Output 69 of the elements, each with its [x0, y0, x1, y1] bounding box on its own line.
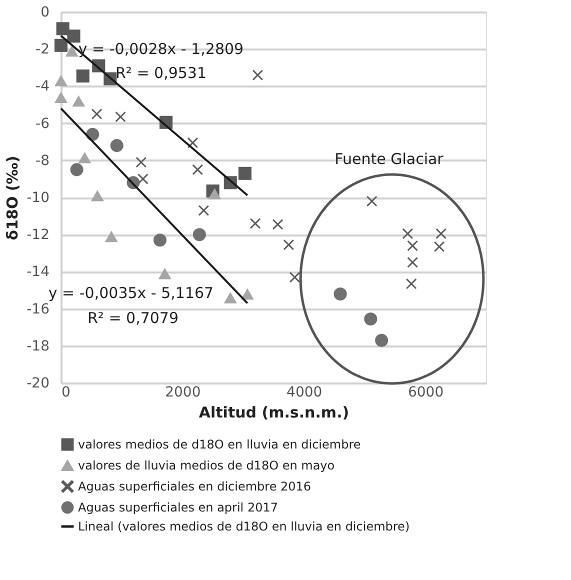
point	[158, 268, 172, 280]
annotation: y = -0,0035x - 5,1167	[48, 284, 214, 302]
point	[56, 22, 70, 36]
point	[436, 228, 446, 239]
point	[138, 174, 148, 184]
point	[70, 163, 84, 176]
point	[198, 205, 209, 216]
y-tick-label: -6	[36, 116, 50, 132]
point	[364, 312, 378, 326]
point	[290, 272, 300, 283]
point	[188, 138, 198, 148]
legend-label: valores medios de d18O en lluvia en diciembre	[78, 438, 361, 452]
y-tick-label: 0	[40, 4, 50, 20]
y-tick-label: -20	[26, 376, 50, 392]
x-tick-label: 6000	[408, 384, 444, 400]
point	[192, 228, 206, 242]
annotation: Fuente Glaciar	[334, 150, 444, 168]
point	[54, 92, 68, 103]
point	[104, 230, 118, 242]
point	[250, 218, 261, 229]
point	[272, 219, 283, 230]
point	[92, 108, 102, 120]
point	[208, 188, 222, 200]
point	[72, 95, 86, 107]
annotation: R² = 0,7079	[87, 309, 179, 327]
point	[65, 45, 78, 57]
point	[224, 292, 237, 304]
point	[434, 241, 444, 252]
legend-label: valores de lluvia medios de d18O en mayo	[78, 458, 335, 472]
y-tick-label: -14	[26, 264, 50, 280]
y-tick-label: -18	[26, 338, 50, 354]
annotation: R² = 0,9531	[115, 64, 207, 82]
y-tick-label: -2	[36, 42, 50, 58]
y-tick-label: -16	[26, 301, 50, 318]
point	[240, 288, 254, 300]
legend-label: Lineal (valores medios de d18O en lluvia en diciembre)	[78, 520, 410, 534]
point	[402, 228, 413, 239]
point	[252, 70, 263, 80]
x-tick-label: 0	[62, 384, 70, 400]
point	[110, 139, 124, 152]
x-tick-label: 4000	[286, 384, 322, 400]
y-tick-label: -12	[26, 227, 50, 244]
y-axis-title: δ18O (‰)	[4, 156, 22, 240]
point	[407, 257, 418, 268]
y-tick-label: -10	[26, 190, 50, 206]
point	[283, 240, 294, 250]
legend-label: Aguas superficiales en diciembre 2016	[78, 480, 312, 494]
point	[67, 30, 80, 43]
y-tick-label: -4	[36, 78, 50, 95]
annotation: y = -0,0028x - 1,2809	[78, 40, 244, 58]
point	[136, 157, 146, 168]
point	[366, 196, 378, 206]
legend-label: Aguas superficiales en april 2017	[78, 500, 278, 514]
point	[238, 166, 252, 180]
point	[115, 112, 126, 122]
x-axis-title: Altitud (m.s.n.m.)	[198, 404, 350, 422]
point	[375, 334, 388, 347]
point	[192, 164, 203, 175]
y-tick-label: -8	[36, 152, 50, 169]
point	[334, 287, 347, 300]
point	[78, 152, 92, 164]
point	[407, 240, 418, 251]
point	[54, 38, 68, 52]
x-tick-label: 2000	[165, 384, 201, 400]
point	[90, 190, 104, 202]
point	[406, 278, 417, 289]
point	[153, 234, 166, 247]
point	[76, 69, 90, 83]
point	[54, 74, 68, 86]
